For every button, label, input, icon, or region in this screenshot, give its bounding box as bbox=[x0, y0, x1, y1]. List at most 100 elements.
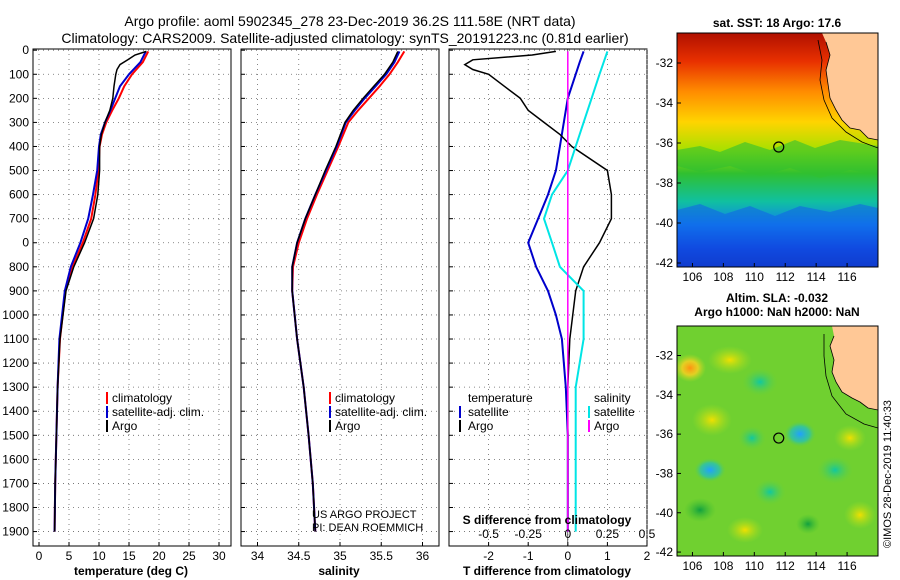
depth-tick-label: 400 bbox=[9, 139, 29, 153]
sla-blob bbox=[727, 517, 763, 543]
depth-tick-label: 800 bbox=[9, 260, 29, 274]
sla-blob bbox=[694, 458, 726, 482]
sla-map-frame bbox=[676, 325, 879, 557]
x-tick-label: 35 bbox=[333, 549, 347, 563]
sla-blob bbox=[684, 498, 716, 522]
map-x-tick-label: 114 bbox=[807, 270, 826, 284]
map-y-tick-label: -40 bbox=[656, 216, 674, 230]
sst-map-frame bbox=[676, 32, 879, 268]
map-y-tick-label: -36 bbox=[656, 136, 674, 150]
map-x-tick-label: 110 bbox=[745, 559, 764, 573]
sla-blob bbox=[834, 425, 866, 451]
sst-cold-band bbox=[677, 204, 878, 267]
sst-map-title: sat. SST: 18 Argo: 17.6 bbox=[713, 16, 842, 30]
depth-tick-label: 600 bbox=[9, 188, 29, 202]
sst-map-ticks: 106 108 110 112 114 116 -32 -34 -36 -38 -40 -42 bbox=[656, 56, 857, 284]
legend-label-s-argo: Argo bbox=[594, 419, 620, 433]
sla-blob bbox=[817, 456, 853, 484]
pi-label: PI: DEAN ROEMMICH bbox=[312, 522, 423, 534]
x-tick-label: 1 bbox=[604, 549, 611, 563]
depth-axis-ticks: 0 100 200 300 400 500 600 700 0 800 900 1000 1100 120… bbox=[2, 43, 29, 538]
map-x-tick-label: 106 bbox=[682, 559, 702, 573]
series-line-s-satellite bbox=[542, 51, 609, 532]
temperature-legend: climatology satellite-adj. clim. Argo bbox=[106, 391, 204, 433]
depth-tick-label: 900 bbox=[9, 284, 29, 298]
sla-blob bbox=[784, 421, 816, 447]
series-line-climatology bbox=[291, 50, 406, 532]
legend-label-satellite: satellite-adj. clim. bbox=[335, 405, 427, 419]
difference-legend: temperature satellite Argo salinity sate… bbox=[459, 391, 635, 433]
sla-blob bbox=[754, 479, 786, 505]
legend-label-t-argo: Argo bbox=[468, 419, 494, 433]
series-line-t-argo bbox=[463, 50, 613, 532]
depth-tick-label: 1400 bbox=[2, 404, 29, 418]
sla-map-title: Altim. SLA: -0.032 bbox=[726, 291, 828, 305]
depth-tick-label: 200 bbox=[9, 91, 29, 105]
temperature-panel-frame bbox=[32, 48, 232, 547]
legend-label-t-satellite: satellite bbox=[468, 405, 509, 419]
s-tick-label: 0.25 bbox=[596, 527, 620, 541]
map-y-tick-label: -34 bbox=[656, 388, 674, 402]
title-line-2: Climatology: CARS2009. Satellite-adjuste… bbox=[61, 30, 628, 46]
x-tick-label: 2 bbox=[644, 549, 651, 563]
depth-tick-label: 500 bbox=[9, 164, 29, 178]
legend-label-argo: Argo bbox=[112, 419, 138, 433]
map-y-tick-label: -42 bbox=[656, 256, 674, 270]
legend-label-climatology: climatology bbox=[112, 391, 172, 405]
map-y-tick-label: -42 bbox=[656, 545, 674, 559]
map-x-tick-label: 106 bbox=[682, 270, 702, 284]
depth-tick-label: 1300 bbox=[2, 380, 29, 394]
isobath bbox=[823, 334, 878, 429]
salinity-legend: climatology satellite-adj. clim. Argo bbox=[329, 391, 427, 433]
series-line-argo bbox=[53, 50, 147, 532]
temperature-xlabel: temperature (deg C) bbox=[74, 564, 188, 578]
sla-map-subtitle: Argo h1000: NaN h2000: NaN bbox=[694, 305, 859, 319]
map-x-tick-label: 108 bbox=[713, 270, 733, 284]
series-line-t-satellite bbox=[527, 51, 585, 532]
legend-label-argo: Argo bbox=[335, 419, 361, 433]
sla-blob bbox=[844, 501, 876, 529]
map-y-tick-label: -32 bbox=[656, 348, 674, 362]
depth-tick-label: 300 bbox=[9, 115, 29, 129]
x-tick-label: 25 bbox=[182, 549, 196, 563]
depth-tick-label: 1500 bbox=[2, 428, 29, 442]
land-mass bbox=[822, 33, 878, 140]
x-tick-label: -1 bbox=[523, 549, 534, 563]
depth-tick-label: 0 bbox=[22, 43, 29, 57]
map-x-tick-label: 114 bbox=[807, 559, 826, 573]
legend-label-climatology: climatology bbox=[335, 391, 395, 405]
x-tick-label: 34.5 bbox=[287, 549, 311, 563]
map-y-tick-label: -34 bbox=[656, 96, 674, 110]
x-tick-label: 30 bbox=[212, 549, 226, 563]
project-label: US ARGO PROJECT bbox=[312, 509, 417, 521]
map-x-tick-label: 116 bbox=[838, 270, 857, 284]
isobath bbox=[817, 39, 878, 149]
x-tick-label: 36 bbox=[416, 549, 430, 563]
sst-front-band bbox=[677, 140, 878, 178]
depth-tick-label: 1700 bbox=[2, 476, 29, 490]
sla-map-ticks: 106 108 110 112 114 116 -32 -34 -36 -38 -40 -42 bbox=[656, 348, 857, 573]
map-x-tick-label: 110 bbox=[745, 270, 764, 284]
sla-blob bbox=[796, 514, 820, 534]
sst-map bbox=[677, 33, 878, 267]
depth-tick-label: 1600 bbox=[2, 452, 29, 466]
depth-tick-label: 1800 bbox=[2, 500, 29, 514]
depth-tick-label: 1100 bbox=[3, 332, 29, 346]
s-tick-label: 0 bbox=[564, 527, 571, 541]
map-x-tick-label: 112 bbox=[776, 270, 795, 284]
map-x-tick-label: 116 bbox=[838, 559, 857, 573]
depth-tick-label: 100 bbox=[9, 67, 29, 81]
x-tick-label: -2 bbox=[483, 549, 494, 563]
s-tick-label: 0.5 bbox=[639, 527, 656, 541]
legend-label-satellite: satellite-adj. clim. bbox=[112, 405, 204, 419]
s-tick-label: -0.25 bbox=[515, 527, 543, 541]
legend-title-salinity: salinity bbox=[594, 391, 631, 405]
map-x-tick-label: 108 bbox=[713, 559, 733, 573]
depth-tick-label: 1000 bbox=[2, 308, 29, 322]
depth-tick-label: 0 bbox=[22, 236, 29, 250]
sla-blob bbox=[708, 346, 752, 374]
sla-blob bbox=[742, 368, 778, 396]
float-position-marker bbox=[773, 141, 785, 153]
x-tick-label: 20 bbox=[152, 549, 166, 563]
